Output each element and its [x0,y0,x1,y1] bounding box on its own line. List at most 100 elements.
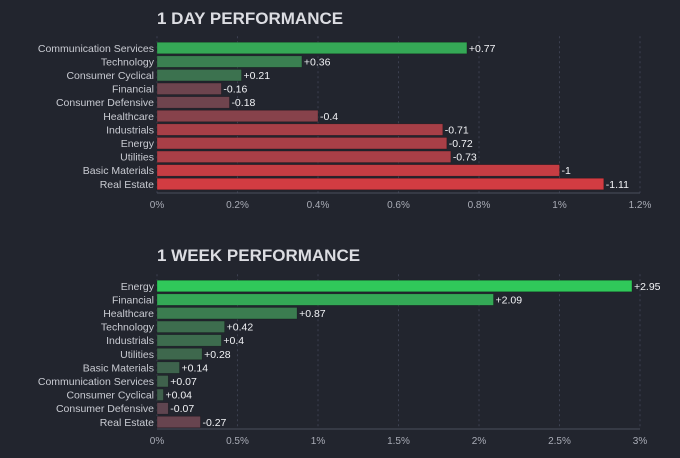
category-label: Consumer Cyclical [66,70,154,82]
category-label: Consumer Defensive [56,97,154,109]
bar-row: Consumer Cyclical +0.04 [66,388,192,402]
x-tick-label: 2% [472,436,487,447]
bar-row: Utilities +0.28 [120,347,231,361]
value-label: -0.72 [449,138,473,150]
bar [156,96,230,109]
category-label: Energy [121,281,155,293]
value-label: -1 [562,165,571,177]
bar-row: Financial -0.16 [112,82,247,96]
value-label: +2.95 [634,281,661,293]
chart-2: 1 WEEK PERFORMANCE 0% 0.5% 1% 1.5% 2% 2.5% 3% En… [38,246,661,447]
x-tick-label: 2.5% [548,436,571,447]
bar [156,388,164,401]
category-label: Technology [101,322,155,334]
category-label: Consumer Defensive [56,403,154,415]
bar-row: Communication Services +0.77 [38,41,496,55]
category-label: Communication Services [38,376,154,388]
bar [156,55,303,68]
value-label: -0.4 [320,111,338,123]
chart-1: 1 DAY PERFORMANCE 0% 0.2% 0.4% 0.6% 0.8% 1% 1.2… [38,9,652,211]
value-label: -1.11 [606,179,629,191]
bar-row: Consumer Defensive -0.07 [56,402,194,415]
bar [156,164,560,177]
bar-row: Industrials +0.4 [106,334,244,347]
bar [156,307,298,320]
x-tick-label: 0% [150,436,165,447]
bar [156,150,452,163]
bar-row: Industrials -0.71 [106,123,469,136]
bar [156,334,222,347]
bar-row: Utilities -0.73 [120,150,477,164]
value-label: -0.71 [445,124,469,136]
x-tick-label: 1% [311,436,326,447]
bar [156,41,468,55]
value-label: +0.42 [227,322,254,334]
bar [156,347,203,361]
category-label: Communication Services [38,43,154,55]
bar [156,415,201,429]
x-tick-label: 0.6% [387,200,410,211]
category-label: Industrials [106,335,154,347]
category-label: Financial [112,294,154,306]
bar-row: Energy +2.95 [121,279,661,293]
bar [156,123,444,136]
category-label: Healthcare [103,308,154,320]
value-label: -0.07 [170,403,194,415]
value-label: +0.21 [244,70,271,82]
bar-row: Healthcare +0.87 [103,307,326,320]
x-tick-label: 0% [150,200,165,211]
bar [156,361,180,374]
bar-row: Technology +0.36 [101,55,331,68]
value-label: +0.87 [299,308,326,320]
x-tick-label: 3% [633,436,648,447]
bar-row: Energy -0.72 [121,137,473,150]
bar [156,320,225,333]
bar-row: Consumer Cyclical +0.21 [66,69,270,82]
category-label: Technology [101,56,155,68]
value-label: +0.36 [304,56,331,68]
value-label: +0.28 [204,349,231,361]
bar-row: Basic Materials +0.14 [83,361,208,374]
chart-title: 1 DAY PERFORMANCE [157,9,343,28]
category-label: Utilities [120,349,154,361]
category-label: Basic Materials [83,362,154,374]
bar [156,109,319,123]
bar [156,82,222,95]
category-label: Financial [112,84,154,96]
category-label: Real Estate [100,179,154,191]
chart-title: 1 WEEK PERFORMANCE [157,246,360,265]
bar [156,177,605,191]
category-label: Healthcare [103,111,154,123]
bar [156,137,448,150]
category-label: Energy [121,138,155,150]
bar-row: Communication Services +0.07 [38,375,197,388]
value-label: +0.77 [469,43,496,55]
category-label: Basic Materials [83,165,154,177]
bar-row: Financial +2.09 [112,293,522,306]
category-label: Industrials [106,124,154,136]
bar [156,279,633,293]
bar-row: Real Estate -1.11 [100,177,629,191]
value-label: +0.4 [223,335,244,347]
value-label: +2.09 [495,294,522,306]
x-tick-label: 0.2% [226,200,249,211]
value-label: -0.73 [453,152,477,164]
bar [156,293,494,306]
bar [156,402,169,415]
category-label: Real Estate [100,417,154,429]
bar-row: Real Estate -0.27 [100,415,227,429]
value-label: -0.18 [231,97,255,109]
category-label: Utilities [120,152,154,164]
x-tick-label: 1% [552,200,567,211]
bar-row: Consumer Defensive -0.18 [56,96,256,109]
x-tick-label: 0.8% [468,200,491,211]
bar-row: Basic Materials -1 [83,164,571,177]
x-tick-label: 0.4% [307,200,330,211]
bar-row: Healthcare -0.4 [103,109,338,123]
bar [156,375,169,388]
value-label: +0.07 [170,376,197,388]
x-tick-label: 1.5% [387,436,410,447]
x-tick-label: 0.5% [226,436,249,447]
